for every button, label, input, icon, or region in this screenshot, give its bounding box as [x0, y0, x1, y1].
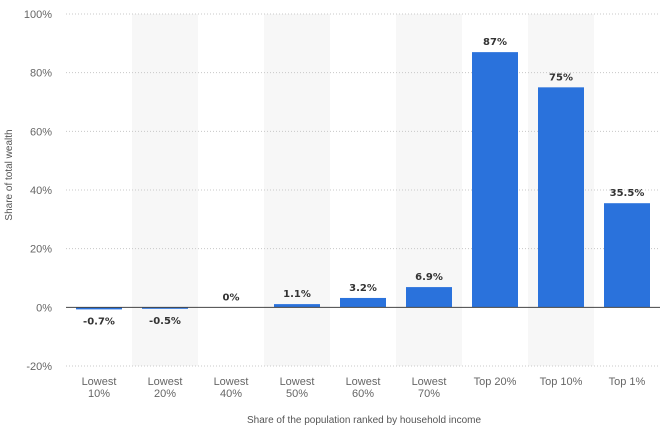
x-tick-label: Top 1%: [609, 376, 646, 388]
y-tick-label: 0%: [36, 302, 52, 314]
bar: [76, 307, 122, 310]
x-axis-label: Share of the population ranked by househ…: [247, 415, 481, 426]
data-labels: -0.7% -0.5% 0% 1.1% 3.2% 6.9% 87% 75% 35.5%: [83, 37, 644, 327]
data-label: 75%: [549, 72, 573, 83]
bar: [340, 297, 386, 308]
bar: [142, 307, 188, 309]
x-tick-label: Lowest 10%: [82, 376, 117, 400]
y-tick-label: -20%: [26, 361, 52, 373]
data-label: -0.5%: [149, 316, 181, 327]
bar: [604, 203, 650, 308]
bars: [76, 52, 650, 310]
bar: [406, 287, 452, 308]
bar: [274, 304, 320, 308]
x-tick-label: Lowest 40%: [214, 376, 249, 400]
x-tick-label: Lowest 50%: [280, 376, 315, 400]
bar: [538, 87, 584, 308]
data-label: 6.9%: [415, 272, 443, 283]
bar: [472, 52, 518, 308]
y-tick-label: 20%: [30, 244, 52, 256]
y-axis-ticks: -20% 0% 20% 40% 60% 80% 100%: [24, 9, 52, 373]
data-label: 0%: [223, 292, 240, 303]
y-tick-label: 80%: [30, 68, 52, 80]
data-label: 3.2%: [349, 283, 377, 294]
x-tick-label: Lowest 60%: [346, 376, 381, 400]
x-tick-label: Top 20%: [474, 376, 517, 388]
x-tick-label: Lowest 70%: [412, 376, 447, 400]
x-tick-label: Lowest 20%: [148, 376, 183, 400]
x-tick-label: Top 10%: [540, 376, 583, 388]
y-tick-label: 40%: [30, 185, 52, 197]
data-label: -0.7%: [83, 316, 115, 327]
data-label: 87%: [483, 37, 507, 48]
data-label: 1.1%: [283, 289, 311, 300]
y-axis-label: Share of total wealth: [4, 129, 15, 220]
data-label: 35.5%: [610, 188, 645, 199]
x-axis-ticks: Lowest 10% Lowest 20% Lowest 40% Lowest 50% Lowe…: [82, 376, 646, 400]
y-tick-label: 60%: [30, 126, 52, 138]
y-tick-label: 100%: [24, 9, 52, 21]
